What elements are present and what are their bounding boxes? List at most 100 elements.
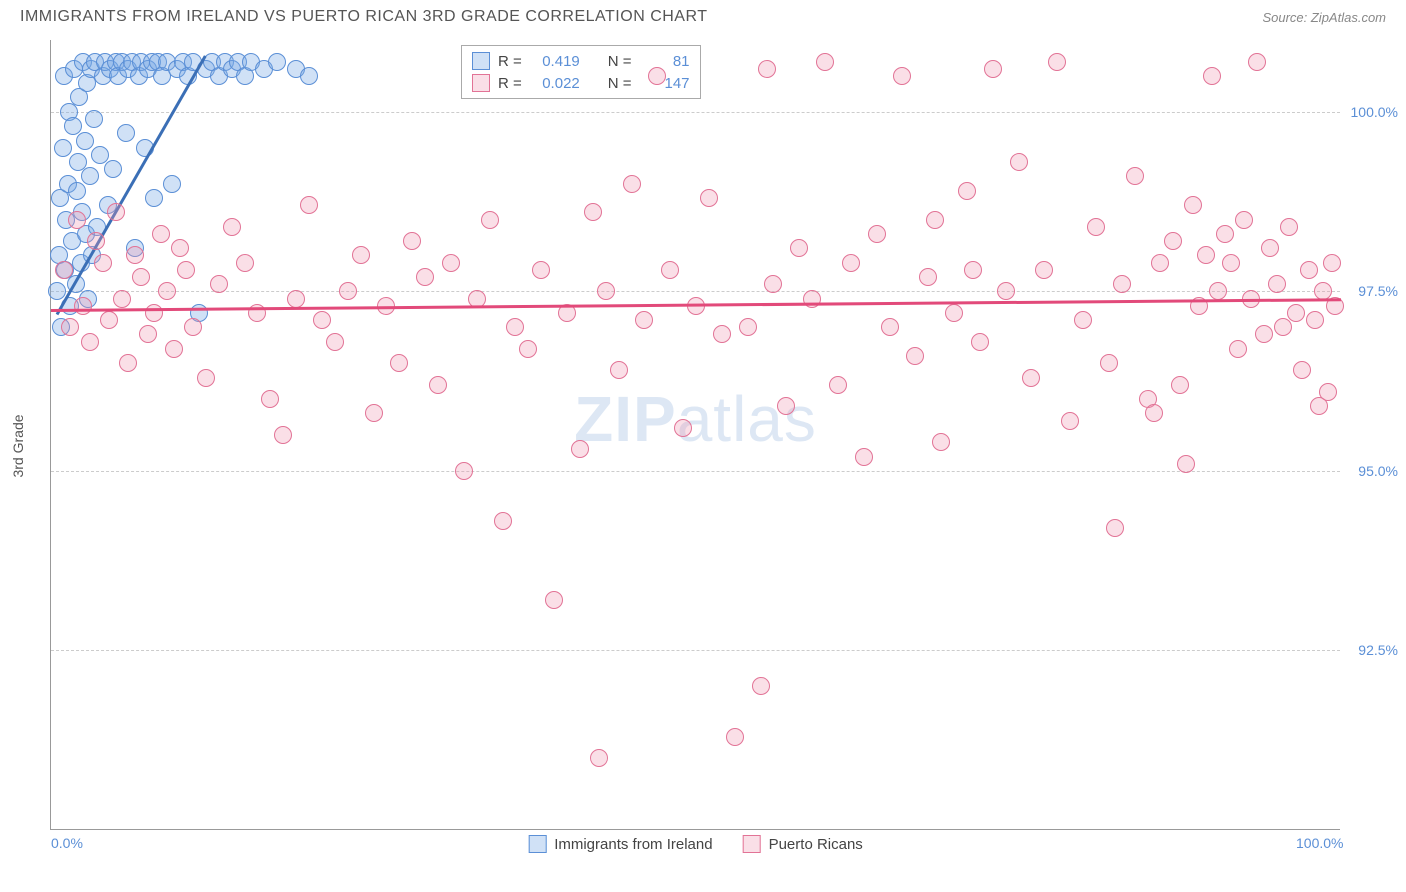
chart-plot-area: ZIPatlas R =0.419N =81R =0.022N =147 Imm… bbox=[50, 40, 1340, 830]
scatter-point bbox=[442, 254, 460, 272]
scatter-point bbox=[1113, 275, 1131, 293]
scatter-point bbox=[274, 426, 292, 444]
scatter-point bbox=[816, 53, 834, 71]
scatter-point bbox=[519, 340, 537, 358]
x-tick-label: 0.0% bbox=[51, 835, 83, 851]
scatter-point bbox=[958, 182, 976, 200]
scatter-point bbox=[117, 124, 135, 142]
scatter-point bbox=[964, 261, 982, 279]
scatter-point bbox=[532, 261, 550, 279]
scatter-point bbox=[1164, 232, 1182, 250]
scatter-point bbox=[87, 232, 105, 250]
scatter-point bbox=[1216, 225, 1234, 243]
scatter-point bbox=[81, 333, 99, 351]
scatter-point bbox=[1126, 167, 1144, 185]
legend-r-value: 0.022 bbox=[530, 75, 580, 92]
scatter-point bbox=[674, 419, 692, 437]
scatter-point bbox=[1319, 383, 1337, 401]
scatter-point bbox=[494, 512, 512, 530]
scatter-point bbox=[261, 390, 279, 408]
scatter-point bbox=[171, 239, 189, 257]
scatter-point bbox=[313, 311, 331, 329]
scatter-point bbox=[700, 189, 718, 207]
scatter-point bbox=[197, 369, 215, 387]
legend-swatch bbox=[472, 74, 490, 92]
source-label: Source: ZipAtlas.com bbox=[1262, 10, 1386, 25]
scatter-point bbox=[126, 246, 144, 264]
scatter-point bbox=[1300, 261, 1318, 279]
scatter-point bbox=[352, 246, 370, 264]
scatter-point bbox=[597, 282, 615, 300]
scatter-point bbox=[893, 67, 911, 85]
series-name: Puerto Ricans bbox=[769, 836, 863, 853]
legend-n-label: N = bbox=[608, 53, 632, 70]
scatter-point bbox=[1261, 239, 1279, 257]
scatter-point bbox=[571, 440, 589, 458]
scatter-point bbox=[100, 311, 118, 329]
scatter-point bbox=[455, 462, 473, 480]
y-tick-label: 92.5% bbox=[1358, 642, 1398, 658]
scatter-point bbox=[926, 211, 944, 229]
scatter-point bbox=[777, 397, 795, 415]
scatter-point bbox=[236, 254, 254, 272]
scatter-point bbox=[300, 67, 318, 85]
scatter-point bbox=[163, 175, 181, 193]
scatter-point bbox=[139, 325, 157, 343]
scatter-point bbox=[919, 268, 937, 286]
scatter-point bbox=[1209, 282, 1227, 300]
scatter-point bbox=[661, 261, 679, 279]
scatter-point bbox=[868, 225, 886, 243]
scatter-point bbox=[85, 110, 103, 128]
scatter-point bbox=[61, 318, 79, 336]
scatter-point bbox=[339, 282, 357, 300]
legend-n-label: N = bbox=[608, 75, 632, 92]
scatter-point bbox=[1022, 369, 1040, 387]
scatter-point bbox=[268, 53, 286, 71]
scatter-point bbox=[165, 340, 183, 358]
scatter-point bbox=[1268, 275, 1286, 293]
scatter-point bbox=[1106, 519, 1124, 537]
scatter-point bbox=[1171, 376, 1189, 394]
scatter-point bbox=[177, 261, 195, 279]
gridline bbox=[51, 471, 1340, 472]
scatter-point bbox=[1184, 196, 1202, 214]
legend-r-label: R = bbox=[498, 53, 522, 70]
bottom-legend-item: Puerto Ricans bbox=[743, 835, 863, 853]
scatter-point bbox=[758, 60, 776, 78]
scatter-point bbox=[1177, 455, 1195, 473]
scatter-point bbox=[326, 333, 344, 351]
chart-title: IMMIGRANTS FROM IRELAND VS PUERTO RICAN … bbox=[20, 8, 708, 26]
scatter-point bbox=[76, 132, 94, 150]
scatter-point bbox=[1061, 412, 1079, 430]
y-tick-label: 100.0% bbox=[1351, 104, 1398, 120]
scatter-point bbox=[300, 196, 318, 214]
scatter-point bbox=[481, 211, 499, 229]
scatter-point bbox=[1287, 304, 1305, 322]
scatter-point bbox=[1248, 53, 1266, 71]
scatter-point bbox=[1010, 153, 1028, 171]
scatter-point bbox=[1235, 211, 1253, 229]
scatter-point bbox=[635, 311, 653, 329]
scatter-point bbox=[1197, 246, 1215, 264]
legend-swatch bbox=[472, 52, 490, 70]
scatter-point bbox=[881, 318, 899, 336]
scatter-point bbox=[68, 182, 86, 200]
scatter-point bbox=[1293, 361, 1311, 379]
scatter-point bbox=[610, 361, 628, 379]
scatter-point bbox=[971, 333, 989, 351]
scatter-point bbox=[390, 354, 408, 372]
x-tick-label: 100.0% bbox=[1296, 835, 1343, 851]
scatter-point bbox=[1145, 404, 1163, 422]
scatter-point bbox=[104, 160, 122, 178]
scatter-point bbox=[223, 218, 241, 236]
scatter-point bbox=[1255, 325, 1273, 343]
scatter-point bbox=[403, 232, 421, 250]
scatter-point bbox=[54, 139, 72, 157]
y-tick-label: 95.0% bbox=[1358, 463, 1398, 479]
scatter-point bbox=[145, 304, 163, 322]
scatter-point bbox=[1048, 53, 1066, 71]
scatter-point bbox=[152, 225, 170, 243]
y-tick-label: 97.5% bbox=[1358, 283, 1398, 299]
scatter-point bbox=[906, 347, 924, 365]
scatter-point bbox=[584, 203, 602, 221]
